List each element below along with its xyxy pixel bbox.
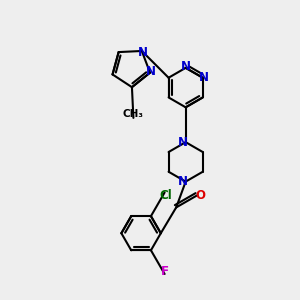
Text: N: N	[199, 71, 209, 84]
Text: N: N	[178, 175, 188, 188]
Text: Cl: Cl	[160, 189, 172, 202]
Text: N: N	[146, 65, 156, 78]
Text: N: N	[138, 46, 148, 59]
Text: N: N	[181, 60, 191, 73]
Text: O: O	[196, 189, 206, 202]
Text: F: F	[160, 265, 169, 278]
Text: N: N	[178, 136, 188, 149]
Text: CH₃: CH₃	[123, 109, 144, 119]
